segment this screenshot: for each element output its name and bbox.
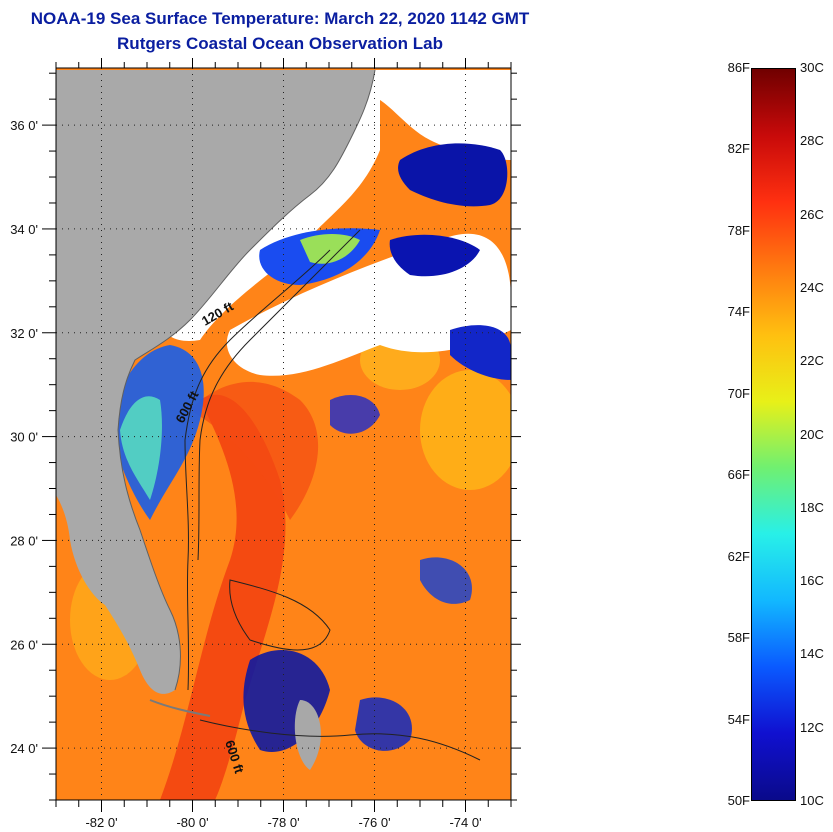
latitude-label: 24 0' [10,741,38,756]
gulf-stream [160,394,286,800]
bahamas-bank [355,697,412,751]
celsius-label: 14C [800,646,824,662]
cuba-contour [199,719,481,761]
celsius-label: 22C [800,353,824,369]
fahrenheit-label: 74F [727,304,750,320]
fahrenheit-label: 86F [727,60,750,75]
andros-island [294,700,321,770]
cold-water [398,143,508,207]
fahrenheit-label: 62F [727,548,750,564]
longitude-label: -74 0' [449,815,481,830]
fahrenheit-label: 58F [727,630,750,646]
fahrenheit-label: 66F [727,467,750,483]
latitude-label: 32 0' [10,326,38,341]
axis-ticks [42,58,521,812]
land-mass [56,70,375,694]
map-grid [56,68,511,800]
page-subtitle: Rutgers Coastal Ocean Observation Lab [117,34,443,53]
celsius-label: 12C [800,719,824,735]
fahrenheit-label: 50F [727,793,750,808]
isobath-600ft [197,229,361,561]
celsius-label: 24C [800,279,824,295]
coastline [117,69,376,691]
celsius-label: 26C [800,206,824,222]
celsius-label: 30C [800,60,824,75]
longitude-label: -82 0' [85,815,117,830]
temperature-colorbar [751,68,796,801]
celsius-label: 18C [800,499,824,515]
celsius-label: 20C [800,426,824,442]
gulf-stream-meander [190,381,319,520]
isobath-120ft [184,249,331,691]
cold-eddy [330,395,380,434]
bahamas-contour [229,579,331,651]
latitude-label: 26 0' [10,637,38,652]
longitude-label: -76 0' [358,815,390,830]
page-title: NOAA-19 Sea Surface Temperature: March 2… [30,9,530,28]
florida-keys [149,699,211,717]
fahrenheit-label: 82F [727,141,750,157]
celsius-label: 10C [800,793,824,808]
cold-water [389,234,480,277]
latitude-label: 28 0' [10,533,38,548]
cool-water [300,234,360,264]
fahrenheit-label: 78F [727,222,750,238]
fahrenheit-label: 70F [727,385,750,401]
cold-eddy [420,557,472,604]
cool-shelf-water [120,396,162,500]
cloud-cover [380,70,511,160]
latitude-label: 34 0' [10,222,38,237]
fahrenheit-label: 54F [727,711,750,727]
warm-patch [420,370,511,490]
longitude-label: -78 0' [267,815,299,830]
celsius-label: 28C [800,133,824,149]
latitude-label: 30 0' [10,430,38,445]
celsius-label: 16C [800,573,824,589]
longitude-labels: -82 0' -80 0' -78 0' -76 0' -74 0' [85,815,481,830]
latitude-label: 36 0' [10,118,38,133]
latitude-labels: 36 0' 34 0' 32 0' 30 0' 28 0' 26 0' 24 0' [10,118,38,756]
longitude-label: -80 0' [176,815,208,830]
